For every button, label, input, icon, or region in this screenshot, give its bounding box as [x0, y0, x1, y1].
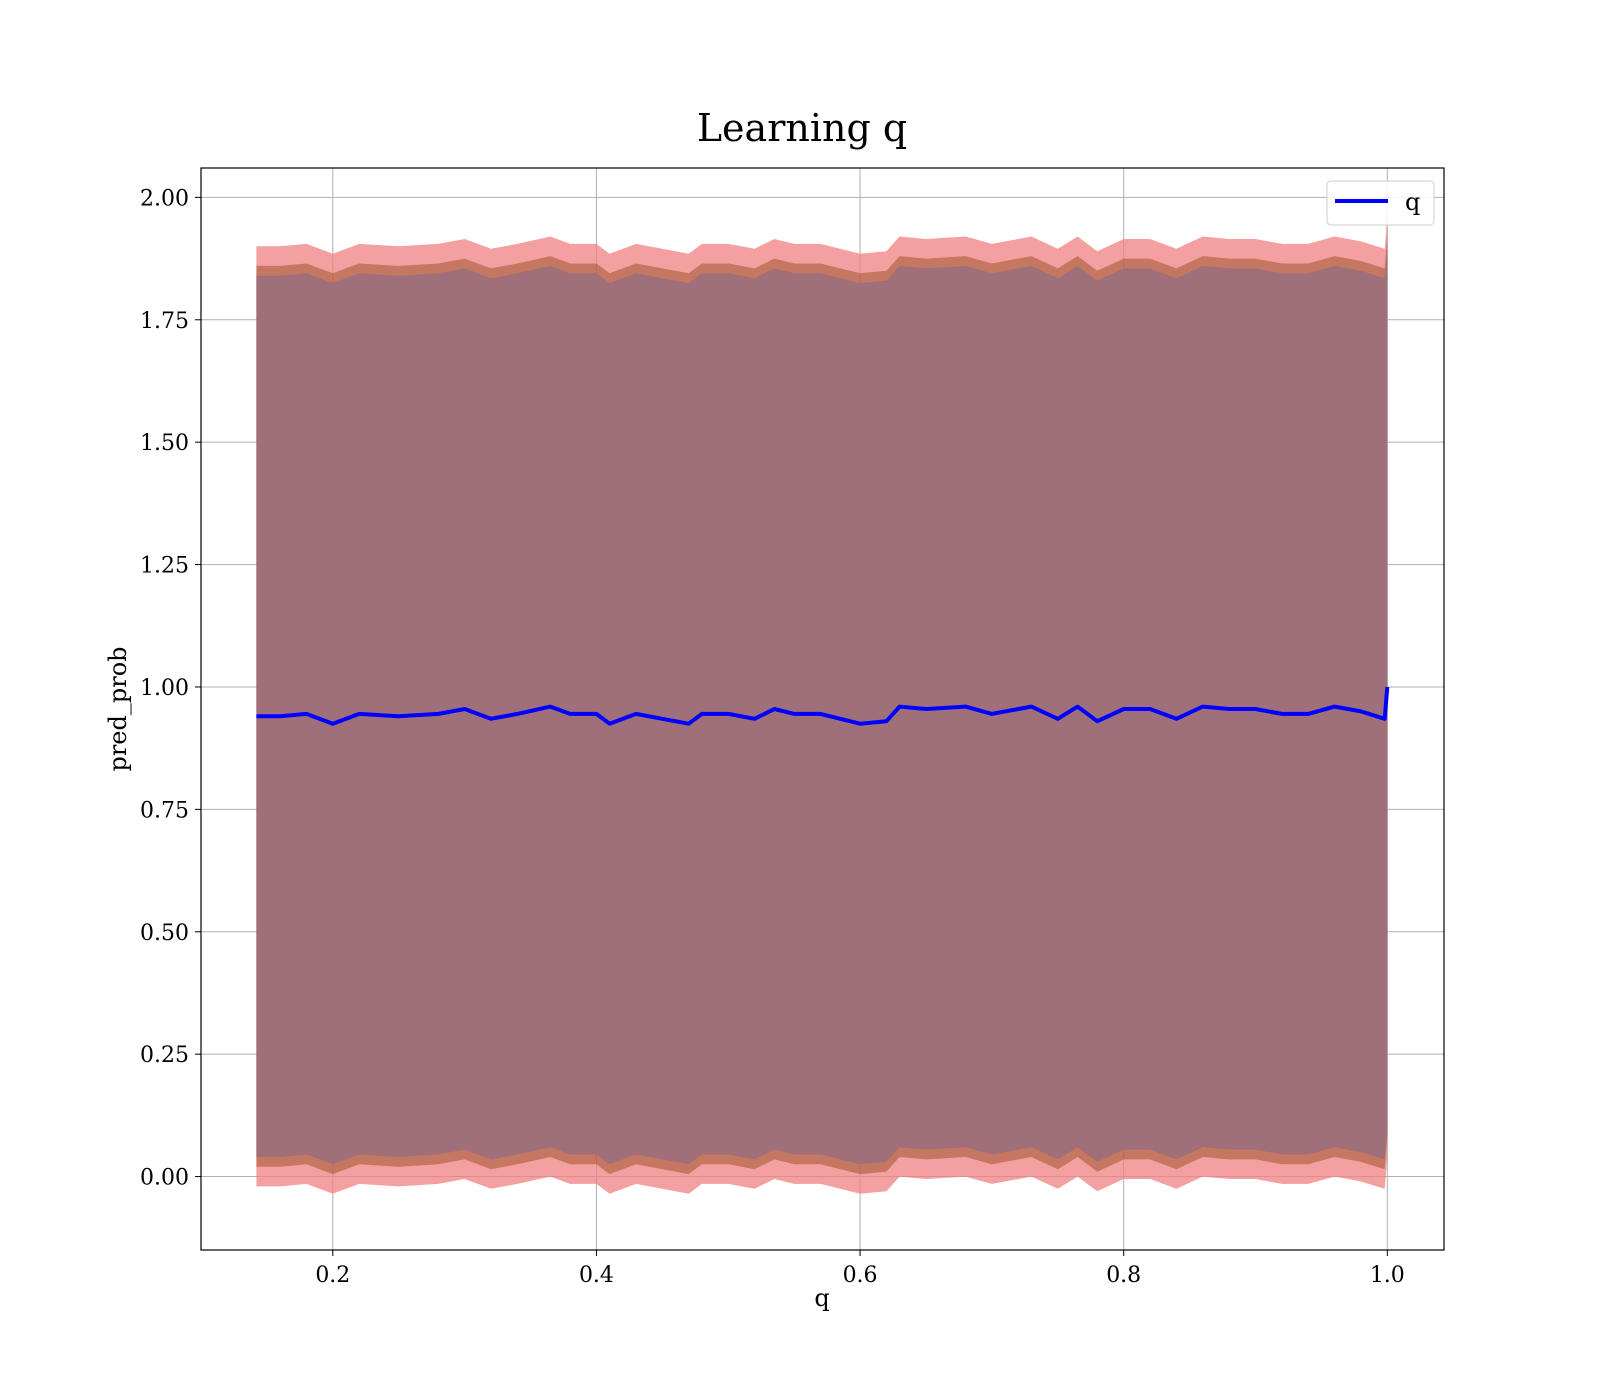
- legend-label: q: [1405, 188, 1420, 216]
- y-tick-label: 0.00: [140, 1166, 189, 1191]
- y-tick-label: 1.50: [140, 431, 189, 456]
- x-tick-label: 0.4: [579, 1263, 614, 1288]
- x-tick-label: 0.2: [315, 1263, 350, 1288]
- main-band: [256, 246, 1388, 1165]
- x-axis-label: q: [814, 1284, 829, 1312]
- x-axis: 0.2 0.4 0.6 0.8 1.0: [315, 1250, 1405, 1288]
- y-axis: 0.00 0.25 0.50 0.75 1.00 1.25 1.50 1.75 2.00: [140, 186, 201, 1191]
- y-tick-label: 0.75: [140, 798, 189, 823]
- series-line-q: [256, 686, 1390, 726]
- x-tick-label: 1.0: [1370, 1263, 1405, 1288]
- x-tick-label: 0.6: [843, 1263, 878, 1288]
- plot-frame: [200, 167, 1445, 1251]
- series-lines: [256, 686, 1390, 726]
- y-tick-label: 1.25: [140, 554, 189, 579]
- y-tick-label: 2.00: [140, 186, 189, 211]
- y-tick-label: 1.75: [140, 309, 189, 334]
- y-tick-label: 1.00: [140, 676, 189, 701]
- y-axis-label: pred_prob: [104, 646, 132, 771]
- x-tick-label: 0.8: [1106, 1263, 1141, 1288]
- legend: q: [1326, 180, 1435, 226]
- chart-title: Learning q: [697, 106, 907, 150]
- y-tick-label: 0.25: [140, 1043, 189, 1068]
- y-tick-label: 0.50: [140, 921, 189, 946]
- confidence-bands: [256, 217, 1388, 1194]
